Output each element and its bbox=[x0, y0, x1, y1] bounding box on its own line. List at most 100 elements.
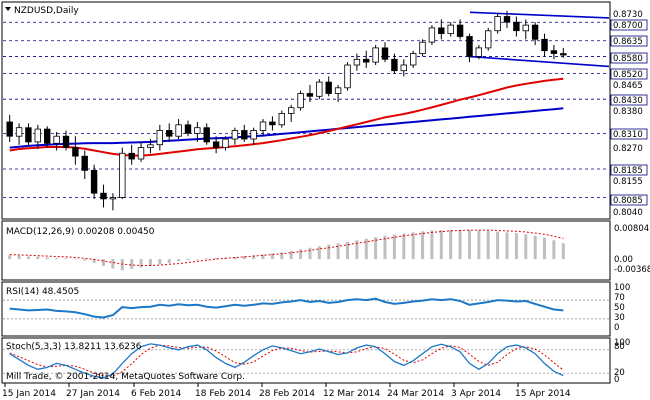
macd-histogram-bar bbox=[270, 253, 274, 259]
macd-histogram-bar bbox=[430, 230, 434, 260]
candle-body bbox=[466, 36, 473, 57]
level-label-box bbox=[610, 194, 648, 206]
stoch-tick-label: 100 bbox=[614, 338, 630, 348]
stoch-tick-label: 20 bbox=[614, 368, 625, 378]
macd-histogram-bar bbox=[477, 230, 481, 260]
price-tick-label: 0.8380 bbox=[613, 107, 643, 117]
macd-histogram-bar bbox=[439, 230, 443, 259]
rsi-title: RSI(14) 48.4505 bbox=[6, 287, 79, 297]
macd-histogram-bar bbox=[486, 230, 490, 260]
x-tick-label: 18 Feb 2014 bbox=[195, 389, 251, 399]
channel-line bbox=[469, 11, 610, 19]
macd-histogram-bar bbox=[8, 255, 12, 260]
macd-histogram-bar bbox=[299, 249, 303, 260]
macd-histogram-bar bbox=[186, 259, 190, 261]
macd-histogram-bar bbox=[392, 234, 396, 259]
price-panel-frame bbox=[1, 1, 611, 220]
stoch-tick-label: 0 bbox=[614, 375, 619, 385]
candle-body bbox=[194, 127, 201, 134]
candle-body bbox=[250, 130, 257, 140]
macd-histogram-bar bbox=[205, 258, 209, 260]
macd-histogram-bar bbox=[45, 257, 49, 260]
x-tick-label: 15 Jan 2014 bbox=[2, 389, 56, 399]
macd-histogram-bar bbox=[64, 258, 68, 260]
candle-body bbox=[522, 24, 529, 32]
macd-histogram-bar bbox=[524, 234, 528, 260]
candle-body bbox=[550, 50, 558, 54]
candle-body bbox=[428, 27, 436, 43]
candle-body bbox=[137, 147, 145, 160]
candle-body bbox=[381, 47, 389, 60]
candle-body bbox=[259, 121, 267, 131]
macd-histogram-bar bbox=[139, 259, 143, 268]
macd-histogram-bar bbox=[496, 231, 500, 259]
macd-histogram-bar bbox=[73, 258, 77, 260]
macd-histogram-bar bbox=[214, 258, 218, 260]
macd-histogram-bar bbox=[364, 238, 368, 260]
candle-body bbox=[560, 53, 567, 56]
macd-histogram-bar bbox=[543, 237, 546, 260]
x-tick-label: 28 Feb 2014 bbox=[259, 389, 315, 399]
candle-body bbox=[128, 152, 135, 160]
macd-histogram-bar bbox=[468, 230, 471, 259]
price-tick-label: 0.8580 bbox=[613, 54, 643, 64]
macd-histogram-bar bbox=[242, 256, 246, 260]
price-tick-label: 0.8430 bbox=[613, 96, 643, 106]
dropdown-triangle-icon[interactable] bbox=[5, 7, 11, 11]
level-label-box bbox=[610, 164, 648, 176]
candle-body bbox=[362, 58, 370, 63]
macd-histogram-bar bbox=[421, 231, 425, 260]
candle-body bbox=[165, 130, 173, 137]
channel-lines bbox=[467, 11, 610, 68]
candle-body bbox=[119, 152, 126, 198]
macd-histogram-bar bbox=[83, 259, 87, 261]
candle-body bbox=[15, 127, 23, 137]
level-label-box bbox=[610, 52, 648, 64]
macd-histogram-bar bbox=[111, 259, 115, 269]
macd-title: MACD(12,26,9) 0.00208 0.00450 bbox=[6, 227, 155, 237]
candle-body bbox=[334, 87, 342, 94]
candle-body bbox=[391, 58, 398, 72]
x-tick-label: 15 Apr 2014 bbox=[515, 389, 571, 399]
macd-histogram-bar bbox=[27, 256, 30, 260]
price-tick-label: 0.8730 bbox=[613, 10, 643, 20]
macd-histogram-bar bbox=[383, 235, 387, 260]
price-tick-label: 0.8270 bbox=[613, 144, 643, 154]
macd-histogram-bar bbox=[514, 233, 518, 259]
price-tick-label: 0.8185 bbox=[613, 166, 643, 176]
rsi-tick-label: 50 bbox=[614, 303, 625, 313]
candle-body bbox=[353, 58, 361, 66]
price-tick-label: 0.8700 bbox=[613, 21, 643, 31]
macd-histogram-bar bbox=[317, 246, 321, 260]
macd-tick-label: 0.00804 bbox=[614, 224, 649, 234]
x-tick-label: 27 Jan 2014 bbox=[66, 389, 120, 399]
macd-histogram-bar bbox=[17, 255, 21, 260]
candle-body bbox=[400, 64, 407, 72]
macd-histogram-bar bbox=[252, 255, 256, 260]
macd-histogram-bar bbox=[308, 247, 312, 260]
macd-signal-line bbox=[9, 229, 564, 266]
macd-histogram-bar bbox=[374, 237, 378, 260]
price-tick-label: 0.8310 bbox=[613, 130, 643, 140]
price-tick-label: 0.8040 bbox=[613, 208, 643, 218]
candle-body bbox=[419, 41, 426, 55]
moving-averages bbox=[9, 77, 564, 157]
candle-body bbox=[62, 135, 70, 148]
macd-histogram-bar bbox=[449, 229, 453, 260]
candle-body bbox=[90, 169, 98, 194]
price-tick-label: 0.8155 bbox=[613, 177, 643, 187]
level-label-box bbox=[610, 19, 648, 31]
candle-body bbox=[513, 21, 520, 32]
macd-histogram-bar bbox=[561, 243, 565, 260]
rsi-tick-label: 100 bbox=[614, 283, 630, 293]
candle-body bbox=[269, 121, 276, 126]
candle-body bbox=[494, 16, 501, 32]
macd-histogram-bar bbox=[261, 254, 265, 260]
price-tick-label: 0.8635 bbox=[613, 37, 643, 47]
candle-body bbox=[72, 147, 79, 157]
macd-histogram-bar bbox=[289, 250, 293, 260]
macd-histogram-bar bbox=[102, 259, 105, 266]
